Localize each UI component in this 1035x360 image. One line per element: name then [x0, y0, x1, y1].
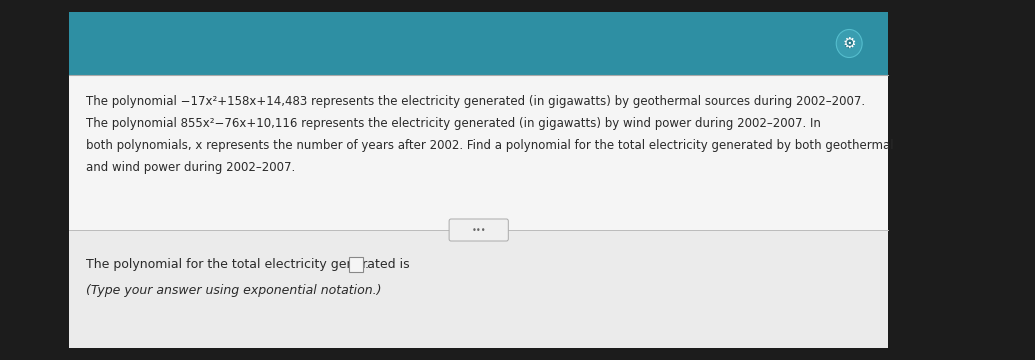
Bar [840, 34, 845, 39]
Text: both polynomials, x represents the number of years after 2002. Find a polynomial: both polynomials, x represents the numbe… [86, 139, 893, 152]
Bar [840, 48, 845, 53]
Bar [856, 41, 861, 46]
Text: .: . [364, 258, 368, 271]
Bar [349, 257, 363, 272]
Bar [69, 12, 888, 75]
Circle shape [836, 30, 862, 58]
Text: •••: ••• [471, 225, 486, 234]
Text: and wind power during 2002–2007.: and wind power during 2002–2007. [86, 161, 295, 174]
Text: ⚙: ⚙ [842, 36, 856, 51]
Bar [847, 31, 852, 36]
Text: The polynomial 855x²−76x+10,116 represents the electricity generated (in gigawat: The polynomial 855x²−76x+10,116 represen… [86, 117, 821, 130]
Text: (Type your answer using exponential notation.): (Type your answer using exponential nota… [86, 284, 382, 297]
Bar [847, 51, 852, 56]
Text: The polynomial for the total electricity generated is: The polynomial for the total electricity… [86, 258, 410, 271]
Bar [854, 34, 858, 39]
Bar [69, 75, 888, 230]
FancyBboxPatch shape [449, 219, 508, 241]
Bar [69, 12, 888, 348]
Bar [837, 41, 842, 46]
Bar [854, 48, 858, 53]
Bar [69, 230, 888, 348]
Circle shape [845, 39, 854, 49]
Text: The polynomial −17x²+158x+14,483 represents the electricity generated (in gigawa: The polynomial −17x²+158x+14,483 represe… [86, 95, 865, 108]
